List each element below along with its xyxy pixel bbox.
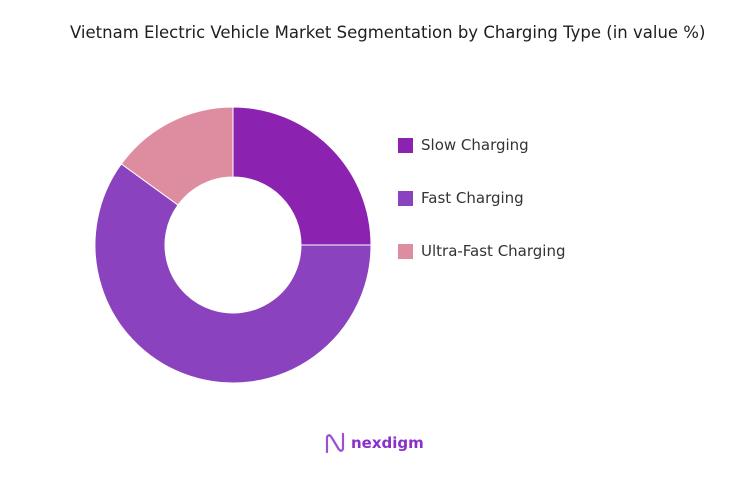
legend-swatch — [398, 190, 413, 206]
slice-fast-charging[interactable] — [94, 163, 372, 384]
slice-slow-charging[interactable] — [232, 106, 372, 246]
legend-swatch — [398, 243, 413, 259]
legend-item-slow-charging[interactable]: Slow Charging — [398, 132, 566, 158]
legend-item-fast-charging[interactable]: Fast Charging — [398, 185, 566, 211]
logo-mark-icon — [325, 432, 345, 454]
slice-ultra-fast-charging[interactable] — [120, 106, 234, 206]
legend-label: Fast Charging — [421, 189, 524, 207]
legend-item-ultra-fast-charging[interactable]: Ultra-Fast Charging — [398, 238, 566, 264]
legend-label: Slow Charging — [421, 136, 529, 154]
legend-swatch — [398, 137, 413, 153]
legend: Slow Charging Fast Charging Ultra-Fast C… — [398, 132, 566, 291]
nexdigm-logo: nexdigm — [325, 432, 424, 454]
chart-title: Vietnam Electric Vehicle Market Segmenta… — [70, 23, 706, 42]
logo-text: nexdigm — [351, 434, 424, 452]
legend-label: Ultra-Fast Charging — [421, 242, 566, 260]
